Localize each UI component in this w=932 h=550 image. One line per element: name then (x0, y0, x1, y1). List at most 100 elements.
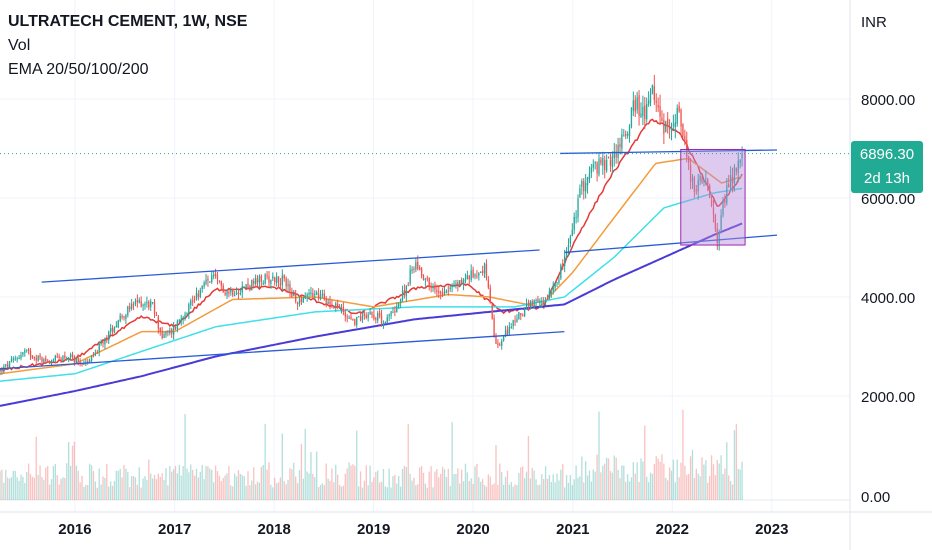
trendline-2[interactable] (0, 331, 565, 370)
volume-bar (275, 483, 278, 500)
volume-bar (346, 468, 348, 500)
candle-body (54, 355, 56, 361)
candle-body (409, 269, 411, 284)
candle-body (550, 292, 552, 294)
candle-body (247, 283, 249, 287)
volume-bar (150, 473, 152, 500)
trendline-4[interactable] (560, 149, 777, 155)
candle-body (5, 364, 7, 366)
volume-bar (180, 475, 182, 500)
symbol-title[interactable]: ULTRATECH CEMENT, 1W, NSE (8, 13, 248, 30)
candle-body (703, 179, 705, 182)
candle-body (182, 318, 184, 320)
last-price-badge: 6896.30 2d 13h (851, 141, 923, 193)
volume-bar (733, 430, 736, 500)
volume-bar (382, 469, 385, 500)
volume-bar (157, 473, 160, 500)
candle-body (8, 361, 11, 368)
candle-body (462, 280, 465, 285)
candle-body (69, 354, 72, 358)
volume-bar (251, 480, 253, 500)
candle-body (384, 322, 387, 324)
volume-bar (69, 465, 72, 500)
candle-body (230, 290, 232, 293)
volume-bar (586, 475, 589, 500)
volume-bar (83, 486, 85, 500)
volume-bar (291, 469, 293, 500)
volume-bar (352, 464, 354, 500)
volume-bar (356, 430, 358, 500)
candle-body (356, 317, 358, 326)
volume-bar (212, 482, 215, 500)
volume-bar (634, 473, 636, 500)
candle-body (670, 127, 673, 130)
volume-bar (92, 471, 95, 500)
candle-body (77, 357, 79, 363)
candle-body (144, 303, 146, 306)
volume-bar (499, 463, 501, 500)
volume-bar (138, 467, 140, 500)
volume-bar (567, 482, 570, 500)
candle-body (512, 320, 514, 327)
volume-bar (253, 467, 255, 500)
candle-body (253, 280, 255, 284)
volume-bar (424, 483, 427, 500)
volume-bar (220, 481, 222, 500)
candle-body (56, 356, 58, 358)
candle-body (485, 264, 488, 279)
volume-bar (85, 484, 87, 500)
volume-bar (417, 484, 419, 500)
volume-bar (167, 485, 169, 500)
candle-body (369, 311, 371, 315)
volume-bar (193, 475, 196, 500)
candle-body (130, 303, 133, 309)
candle-body (689, 164, 692, 182)
volume-bar (375, 471, 377, 500)
candle-body (497, 343, 499, 346)
volume-bar (77, 470, 79, 500)
candle-body (430, 286, 432, 288)
volume-bar (722, 474, 724, 500)
candle-body (657, 104, 659, 108)
candle-body (24, 350, 26, 353)
volume-bar (54, 464, 56, 500)
volume-bar (649, 472, 652, 500)
volume-bar (399, 486, 402, 500)
candle-body (159, 327, 161, 332)
volume-bar (108, 486, 110, 500)
volume-bar (432, 487, 434, 500)
volume-bar (289, 468, 291, 500)
candle-body (108, 331, 110, 341)
candle-body (573, 216, 575, 230)
volume-bar (241, 475, 243, 500)
volume-bar (514, 484, 516, 500)
ema-indicator-label[interactable]: EMA 20/50/100/200 (8, 61, 149, 78)
ema-line-20 (0, 118, 743, 372)
candle-body (331, 304, 333, 307)
volume-bar (195, 468, 198, 500)
candle-body (12, 358, 15, 360)
volume-bar (268, 462, 270, 500)
candle-body (340, 307, 343, 309)
volume-bar (283, 481, 285, 500)
trendline-1[interactable] (41, 249, 540, 283)
highlight-rectangle[interactable] (680, 148, 746, 246)
candle-body (228, 291, 230, 294)
candle-body (499, 344, 501, 346)
volume-bar (117, 470, 119, 500)
volume-bar (615, 457, 617, 500)
candle-body (50, 362, 53, 364)
volume-indicator-label[interactable]: Vol (8, 37, 31, 54)
volume-bar (523, 478, 526, 500)
volume-bar (554, 482, 556, 500)
candle-body (604, 160, 606, 170)
drawings[interactable] (0, 148, 850, 370)
candle-body (148, 301, 150, 308)
volume-bar (581, 456, 583, 500)
volume-bar (201, 464, 203, 500)
trendline-3[interactable] (564, 234, 778, 254)
candle-body (121, 315, 123, 318)
candle-body (62, 356, 64, 361)
volume-bar (1, 469, 3, 500)
